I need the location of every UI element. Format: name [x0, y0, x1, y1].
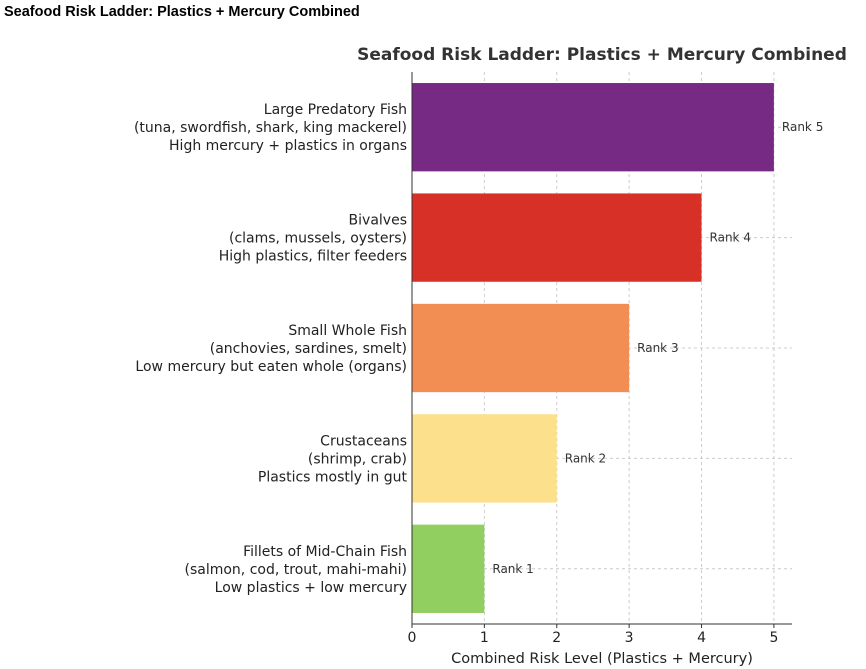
category-label-line: (anchovies, sardines, smelt) — [210, 341, 407, 357]
page-header-title: Seafood Risk Ladder: Plastics + Mercury … — [4, 4, 360, 20]
bars — [412, 83, 774, 613]
data-label-1: Rank 5 — [782, 120, 823, 134]
bar-4 — [412, 414, 557, 503]
category-label-3: Small Whole Fish (anchovies, sardines, sm… — [135, 323, 407, 375]
category-label-line: Low plastics + low mercury — [215, 580, 407, 596]
category-label-1: Large Predatory Fish (tuna, swordfish, sh… — [134, 102, 407, 154]
x-tick-label-5: 5 — [769, 630, 778, 646]
data-label-2: Rank 4 — [710, 231, 751, 245]
category-label-line: (clams, mussels, oysters) — [229, 231, 407, 247]
category-label-line: (shrimp, crab) — [308, 451, 407, 467]
x-axis-label: Combined Risk Level (Plastics + Mercury) — [451, 651, 753, 667]
x-tick-labels: 0 1 2 3 4 5 — [408, 630, 779, 646]
bar-3 — [412, 303, 630, 393]
x-tick-label-1: 1 — [480, 630, 489, 646]
category-label-line: (tuna, swordfish, shark, king mackerel) — [134, 120, 407, 136]
category-label-line: High mercury + plastics in organs — [169, 138, 407, 154]
category-label-line: Bivalves — [349, 213, 407, 229]
bar-5 — [412, 524, 485, 613]
bar-2 — [412, 193, 702, 282]
category-label-4: Crustaceans (shrimp, crab) Plastics mostly… — [258, 433, 408, 485]
category-label-line: Fillets of Mid-Chain Fish — [243, 544, 407, 560]
category-label-2: Bivalves (clams, mussels, oysters) High pl… — [219, 213, 407, 265]
x-tick-label-3: 3 — [625, 630, 634, 646]
chart-title: Seafood Risk Ladder: Plastics + Mercury … — [357, 45, 847, 65]
category-label-line: Crustaceans — [320, 433, 407, 449]
category-label-line: Plastics mostly in gut — [258, 469, 408, 485]
category-label-5: Fillets of Mid-Chain Fish (salmon, cod, t… — [185, 544, 408, 596]
x-tick-label-0: 0 — [408, 630, 417, 646]
category-label-line: (salmon, cod, trout, mahi-mahi) — [185, 562, 408, 578]
data-label-3: Rank 3 — [637, 341, 678, 355]
x-tick-label-4: 4 — [697, 630, 706, 646]
data-label-5: Rank 1 — [492, 562, 533, 576]
category-label-line: High plastics, filter feeders — [219, 249, 407, 265]
category-label-line: Large Predatory Fish — [264, 102, 407, 118]
x-tick-label-2: 2 — [552, 630, 561, 646]
axes — [411, 72, 792, 628]
category-labels: Large Predatory Fish (tuna, swordfish, sh… — [134, 102, 408, 596]
bar-1 — [412, 83, 774, 172]
data-label-4: Rank 2 — [565, 451, 606, 465]
category-label-line: Low mercury but eaten whole (organs) — [135, 359, 407, 375]
category-label-line: Small Whole Fish — [288, 323, 407, 339]
data-labels: Rank 5 Rank 4 Rank 3 Rank 2 Rank 1 — [492, 120, 823, 576]
